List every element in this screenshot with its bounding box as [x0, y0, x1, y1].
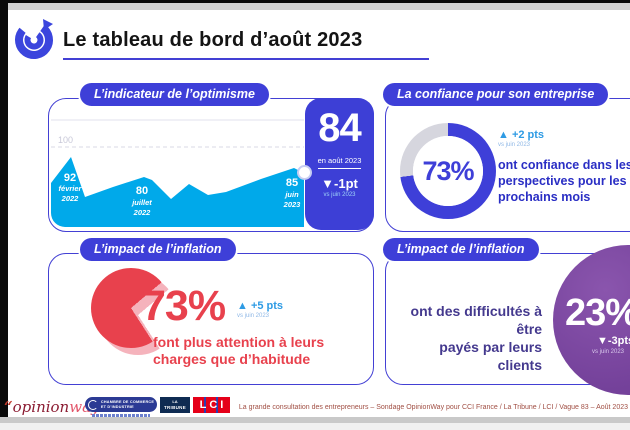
la-tribune-logo: LA TRIBUNE	[160, 397, 190, 413]
point-value-1: 92	[64, 172, 76, 184]
cci-ring-icon	[87, 399, 98, 410]
current-delta-vs: vs juin 2023	[323, 192, 356, 198]
point-value-2: 80	[136, 185, 148, 197]
cci-logo-icon	[15, 19, 53, 59]
window-frame-left	[0, 0, 8, 417]
inflation-delta: ▲ +5 pts	[237, 300, 284, 312]
title-underline	[63, 58, 429, 60]
page-title: Le tableau de bord d’août 2023	[63, 29, 363, 51]
point-date-1b: 2022	[61, 194, 80, 203]
current-delta: ▼-1pt	[321, 176, 358, 191]
point-date-3b: 2023	[283, 200, 302, 209]
cci-logo-caption	[92, 414, 150, 417]
inflation-value: 73%	[142, 282, 226, 330]
panel-title-inflation-charges: L’impact de l’inflation	[78, 236, 238, 263]
confidence-value: 73%	[422, 156, 474, 186]
source-citation: La grande consultation des entrepreneurs…	[238, 404, 628, 411]
inflation-delta-vs: vs juin 2023	[237, 313, 270, 319]
current-value: 84	[318, 106, 362, 150]
point-date-2b: 2022	[133, 208, 152, 217]
statusbar-strip-light	[0, 423, 630, 430]
opinionway-quote-mark: “	[4, 398, 13, 416]
area-series	[51, 157, 304, 227]
payments-value: 23%	[565, 292, 630, 334]
panel-title-confidence: La confiance pour son entreprise	[381, 81, 611, 108]
confidence-donut-label-layer: 73%	[400, 123, 496, 219]
panel-title-inflation-payments: L’impact de l’inflation	[381, 236, 541, 263]
payments-delta-vs: vs juin 2023	[592, 349, 625, 355]
current-value-card: 84 en août 2023 ▼-1pt vs juin 2023	[305, 98, 374, 230]
toolbar-strip	[0, 3, 630, 10]
payments-text: ont des difficultés à être payés par leu…	[410, 303, 542, 373]
point-date-3a: juin	[284, 190, 299, 199]
point-date-1a: février	[59, 184, 83, 193]
confidence-delta-vs: vs juin 2023	[498, 142, 531, 148]
statusbar-strip	[0, 417, 630, 423]
payments-delta: ▼-3pts	[597, 335, 630, 347]
panel-confidence: 73% ▲ +2 pts vs juin 2023 ont confiance …	[385, 98, 630, 232]
inflation-text: font plus attention à leurs charges que …	[153, 334, 325, 367]
panel-optimism: 100 92 février 2022 80 juillet 2022 85 j…	[48, 98, 374, 232]
point-date-2a: juillet	[131, 198, 152, 207]
lci-logo: LCI	[193, 397, 230, 413]
optimism-area-chart: 100 92 février 2022 80 juillet 2022 85 j…	[51, 101, 304, 227]
gridline-label-100: 100	[58, 135, 73, 145]
panel-title-optimism: L’indicateur de l’optimisme	[78, 81, 271, 108]
inflation-pie-chart	[91, 268, 171, 348]
cci-france-logo: CHAMBRE DE COMMERCE ET D’INDUSTRIE	[85, 397, 157, 412]
chart-point-marker	[297, 165, 312, 180]
window-frame-top	[0, 0, 630, 3]
panel-inflation-charges: 73% ▲ +5 pts vs juin 2023 font plus atte…	[48, 253, 374, 385]
point-value-3: 85	[286, 177, 298, 189]
confidence-delta: ▲ +2 pts	[498, 129, 545, 141]
current-caption: en août 2023	[317, 156, 362, 169]
confidence-text: ont confiance dans les perspectives pour…	[498, 158, 630, 204]
